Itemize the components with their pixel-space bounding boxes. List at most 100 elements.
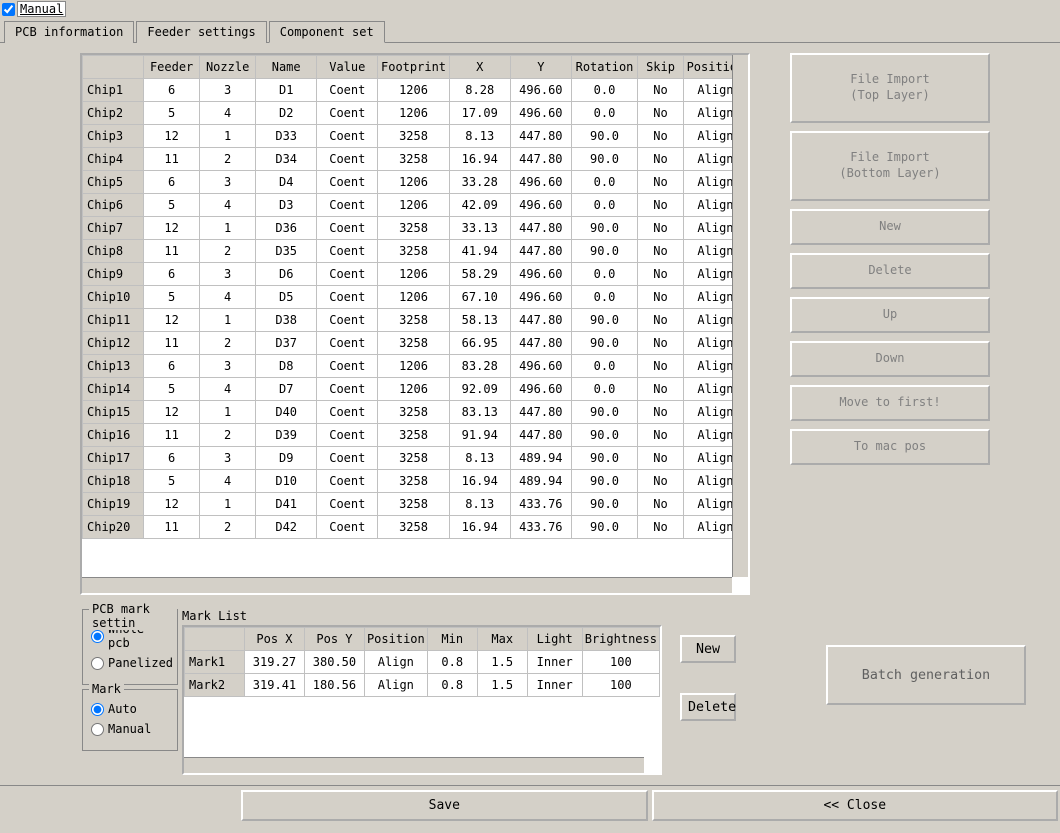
- table-cell[interactable]: No: [638, 217, 684, 240]
- table-cell[interactable]: 496.60: [510, 263, 571, 286]
- table-cell[interactable]: Coent: [317, 217, 378, 240]
- table-cell[interactable]: 58.29: [449, 263, 510, 286]
- table-cell[interactable]: Coent: [317, 286, 378, 309]
- table-row[interactable]: Mark2319.41180.56Align0.81.5Inner100: [185, 674, 660, 697]
- table-row[interactable]: Chip16112D39Coent325891.94447.8090.0NoAl…: [83, 424, 748, 447]
- row-header[interactable]: Chip11: [83, 309, 144, 332]
- table-cell[interactable]: 2: [200, 240, 256, 263]
- table-cell[interactable]: Coent: [317, 470, 378, 493]
- table-cell[interactable]: No: [638, 516, 684, 539]
- table-cell[interactable]: No: [638, 240, 684, 263]
- table-cell[interactable]: 0.0: [571, 378, 637, 401]
- table-cell[interactable]: 11: [144, 516, 200, 539]
- row-header[interactable]: Chip4: [83, 148, 144, 171]
- table-cell[interactable]: 90.0: [571, 447, 637, 470]
- table-cell[interactable]: 8.13: [449, 493, 510, 516]
- to-mac-pos-button[interactable]: To mac pos: [790, 429, 990, 465]
- table-cell[interactable]: D33: [256, 125, 317, 148]
- table-cell[interactable]: 1206: [378, 102, 449, 125]
- table-cell[interactable]: Align: [364, 674, 427, 697]
- table-cell[interactable]: 1206: [378, 286, 449, 309]
- table-cell[interactable]: D42: [256, 516, 317, 539]
- table-cell[interactable]: No: [638, 263, 684, 286]
- mark-new-button[interactable]: New: [680, 635, 736, 663]
- column-header[interactable]: Name: [256, 56, 317, 79]
- table-cell[interactable]: D5: [256, 286, 317, 309]
- table-cell[interactable]: No: [638, 102, 684, 125]
- column-header[interactable]: Nozzle: [200, 56, 256, 79]
- table-cell[interactable]: No: [638, 401, 684, 424]
- whole-pcb-radio[interactable]: [91, 630, 104, 643]
- table-cell[interactable]: 58.13: [449, 309, 510, 332]
- table-cell[interactable]: 3258: [378, 148, 449, 171]
- table-cell[interactable]: Inner: [527, 674, 582, 697]
- table-row[interactable]: Chip4112D34Coent325816.94447.8090.0NoAli…: [83, 148, 748, 171]
- row-header[interactable]: Chip18: [83, 470, 144, 493]
- column-header[interactable]: Pos X: [244, 628, 304, 651]
- table-cell[interactable]: 496.60: [510, 171, 571, 194]
- table-row[interactable]: Chip654D3Coent120642.09496.600.0NoAlign: [83, 194, 748, 217]
- table-row[interactable]: Chip163D1Coent12068.28496.600.0NoAlign: [83, 79, 748, 102]
- table-cell[interactable]: 83.13: [449, 401, 510, 424]
- table-cell[interactable]: 447.80: [510, 217, 571, 240]
- row-header[interactable]: Chip16: [83, 424, 144, 447]
- row-header[interactable]: Chip15: [83, 401, 144, 424]
- down-button[interactable]: Down: [790, 341, 990, 377]
- column-header[interactable]: Skip: [638, 56, 684, 79]
- table-cell[interactable]: 3: [200, 171, 256, 194]
- table-cell[interactable]: 83.28: [449, 355, 510, 378]
- table-cell[interactable]: 16.94: [449, 148, 510, 171]
- auto-radio[interactable]: [91, 703, 104, 716]
- table-cell[interactable]: 0.8: [427, 651, 477, 674]
- table-cell[interactable]: 3258: [378, 309, 449, 332]
- table-cell[interactable]: 90.0: [571, 217, 637, 240]
- table-cell[interactable]: 433.76: [510, 493, 571, 516]
- table-cell[interactable]: No: [638, 447, 684, 470]
- table-row[interactable]: Chip20112D42Coent325816.94433.7690.0NoAl…: [83, 516, 748, 539]
- column-header[interactable]: Feeder: [144, 56, 200, 79]
- table-cell[interactable]: 447.80: [510, 401, 571, 424]
- table-cell[interactable]: 0.0: [571, 79, 637, 102]
- table-cell[interactable]: 90.0: [571, 493, 637, 516]
- table-cell[interactable]: No: [638, 493, 684, 516]
- row-header[interactable]: Chip7: [83, 217, 144, 240]
- table-cell[interactable]: 2: [200, 424, 256, 447]
- table-row[interactable]: Chip8112D35Coent325841.94447.8090.0NoAli…: [83, 240, 748, 263]
- table-cell[interactable]: D1: [256, 79, 317, 102]
- column-header[interactable]: Min: [427, 628, 477, 651]
- panelized-radio[interactable]: [91, 657, 104, 670]
- row-header[interactable]: Chip14: [83, 378, 144, 401]
- table-cell[interactable]: 496.60: [510, 378, 571, 401]
- column-header[interactable]: Light: [527, 628, 582, 651]
- table-cell[interactable]: 4: [200, 194, 256, 217]
- table-cell[interactable]: 3258: [378, 401, 449, 424]
- row-header[interactable]: Chip5: [83, 171, 144, 194]
- table-cell[interactable]: 3258: [378, 470, 449, 493]
- save-button[interactable]: Save: [241, 790, 647, 821]
- row-header[interactable]: Chip19: [83, 493, 144, 516]
- table-cell[interactable]: 6: [144, 263, 200, 286]
- table-cell[interactable]: 1206: [378, 171, 449, 194]
- table-cell[interactable]: 496.60: [510, 102, 571, 125]
- table-cell[interactable]: 3: [200, 263, 256, 286]
- table-cell[interactable]: 1.5: [477, 674, 527, 697]
- table-cell[interactable]: No: [638, 286, 684, 309]
- table-cell[interactable]: 1: [200, 217, 256, 240]
- column-header[interactable]: X: [449, 56, 510, 79]
- table-cell[interactable]: 41.94: [449, 240, 510, 263]
- table-cell[interactable]: 3258: [378, 447, 449, 470]
- table-cell[interactable]: 1: [200, 125, 256, 148]
- column-header[interactable]: Max: [477, 628, 527, 651]
- table-cell[interactable]: 6: [144, 447, 200, 470]
- table-row[interactable]: Chip1454D7Coent120692.09496.600.0NoAlign: [83, 378, 748, 401]
- table-cell[interactable]: 12: [144, 309, 200, 332]
- table-cell[interactable]: Coent: [317, 263, 378, 286]
- table-cell[interactable]: 8.13: [449, 447, 510, 470]
- table-cell[interactable]: 90.0: [571, 125, 637, 148]
- batch-generation-button[interactable]: Batch generation: [826, 645, 1026, 705]
- table-cell[interactable]: 6: [144, 79, 200, 102]
- table-cell[interactable]: 90.0: [571, 401, 637, 424]
- table-cell[interactable]: Coent: [317, 309, 378, 332]
- row-header[interactable]: Chip10: [83, 286, 144, 309]
- table-cell[interactable]: 16.94: [449, 470, 510, 493]
